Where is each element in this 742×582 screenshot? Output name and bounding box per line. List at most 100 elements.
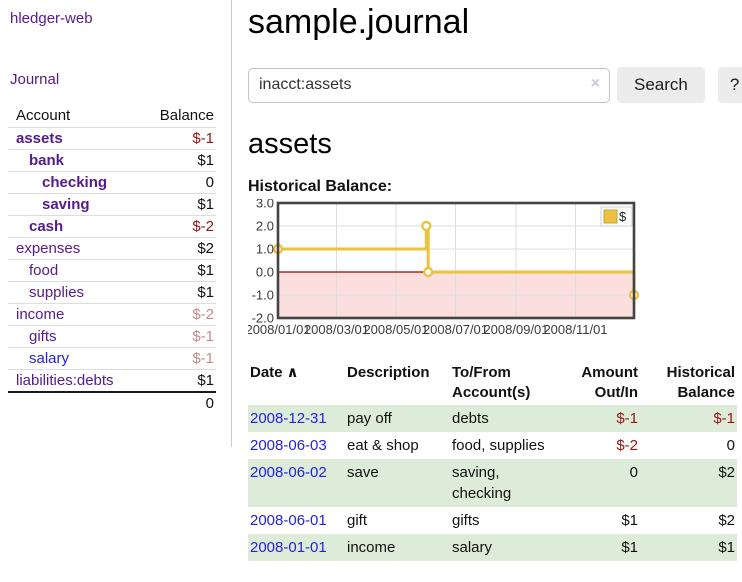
clear-search-icon[interactable]: × bbox=[590, 74, 600, 92]
account-row: bank $1 bbox=[8, 149, 216, 171]
register-row: 2008-06-02 save saving, checking 0 $2 bbox=[248, 459, 737, 507]
account-balance: $-2 bbox=[192, 305, 214, 323]
transaction-description: save bbox=[347, 464, 379, 481]
register-row: 2008-12-31 pay off debts $-1 $-1 bbox=[248, 405, 737, 432]
search-form: × Search ? bbox=[248, 67, 742, 103]
account-row: checking 0 bbox=[8, 171, 216, 193]
sort-ascending-icon: ∧ bbox=[286, 364, 299, 381]
register-header-date[interactable]: Date ∧ bbox=[250, 364, 299, 381]
transaction-balance: $-1 bbox=[713, 410, 735, 427]
svg-text:-2.0: -2.0 bbox=[252, 311, 274, 326]
svg-text:2008/05/01: 2008/05/01 bbox=[363, 322, 428, 337]
account-balance: $1 bbox=[197, 195, 214, 213]
svg-text:1.0: 1.0 bbox=[256, 242, 274, 257]
transaction-description: pay off bbox=[347, 410, 392, 427]
account-balance: $1 bbox=[197, 371, 214, 389]
account-balance: 0 bbox=[205, 173, 214, 191]
transaction-accounts: food, supplies bbox=[452, 437, 545, 454]
account-link[interactable]: food bbox=[29, 261, 59, 279]
svg-text:3.0: 3.0 bbox=[256, 199, 274, 211]
register-row: 2008-06-01 gift gifts $1 $2 bbox=[248, 507, 737, 534]
transaction-balance: $2 bbox=[718, 464, 735, 481]
svg-text:0.0: 0.0 bbox=[256, 265, 274, 280]
svg-text:-1.0: -1.0 bbox=[252, 288, 274, 303]
transaction-amount: $1 bbox=[621, 512, 638, 529]
svg-text:2008/09/01: 2008/09/01 bbox=[483, 322, 548, 337]
chart-title: Historical Balance: bbox=[248, 178, 393, 195]
account-balance: $-1 bbox=[192, 349, 214, 367]
transaction-balance: $1 bbox=[718, 539, 735, 556]
brand-link[interactable]: hledger-web bbox=[10, 10, 93, 27]
account-link[interactable]: assets bbox=[16, 129, 63, 147]
account-balance: $1 bbox=[197, 151, 214, 169]
historical-balance-chart: $3.0 2.0 1.0 0.0 -1.0 -2.0 2008/01/01 2008/03/0… bbox=[245, 196, 640, 347]
account-link[interactable]: saving bbox=[42, 195, 90, 213]
transaction-date-link[interactable]: 2008-01-01 bbox=[250, 539, 327, 556]
svg-text:2008/07/01: 2008/07/01 bbox=[423, 322, 488, 337]
page-title: sample.journal bbox=[248, 3, 470, 41]
transaction-date-link[interactable]: 2008-06-01 bbox=[250, 512, 327, 529]
register-table: Date ∧ Description To/From Account(s) Amou… bbox=[248, 361, 737, 561]
transaction-amount: $-1 bbox=[616, 410, 638, 427]
account-link[interactable]: gifts bbox=[29, 327, 57, 345]
sidebar-item-journal[interactable]: Journal bbox=[10, 71, 60, 88]
account-balance: $1 bbox=[197, 261, 214, 279]
account-row: gifts $-1 bbox=[8, 325, 216, 347]
register-header-balance: Historical Balance bbox=[666, 364, 735, 401]
account-row: food $1 bbox=[8, 259, 216, 281]
search-input-wrap: × bbox=[248, 67, 610, 103]
account-row: saving $1 bbox=[8, 193, 216, 215]
transaction-date: 2008-06-01 bbox=[248, 507, 345, 534]
account-balance: $2 bbox=[197, 239, 214, 257]
transaction-date: 2008-06-03 bbox=[248, 432, 345, 459]
search-input[interactable] bbox=[248, 67, 610, 103]
account-link[interactable]: bank bbox=[29, 151, 65, 169]
account-link[interactable]: cash bbox=[29, 217, 64, 235]
account-link[interactable]: liabilities:debts bbox=[16, 371, 114, 389]
svg-text:$: $ bbox=[619, 209, 627, 224]
accounts-table: Account Balance assets $-1 bank $1 checking 0… bbox=[8, 105, 216, 414]
transaction-date: 2008-06-02 bbox=[248, 459, 345, 507]
help-button[interactable]: ? bbox=[717, 67, 742, 103]
account-link[interactable]: salary bbox=[29, 349, 70, 367]
transaction-date: 2008-12-31 bbox=[248, 405, 345, 432]
account-link[interactable]: expenses bbox=[16, 239, 81, 257]
account-row: supplies $1 bbox=[8, 281, 216, 303]
search-button[interactable]: Search bbox=[617, 67, 705, 103]
accounts-total-spacer bbox=[8, 392, 143, 414]
accounts-header-balance: Balance bbox=[159, 107, 214, 125]
transaction-date-link[interactable]: 2008-06-02 bbox=[250, 464, 327, 481]
transaction-date-link[interactable]: 2008-12-31 bbox=[250, 410, 327, 427]
transaction-description: eat & shop bbox=[347, 437, 419, 454]
account-balance: $-1 bbox=[192, 327, 214, 345]
account-balance: $-1 bbox=[192, 129, 214, 147]
account-balance: $-2 bbox=[192, 217, 214, 235]
transaction-accounts: salary bbox=[452, 539, 493, 556]
transaction-description: gift bbox=[347, 512, 368, 529]
transaction-date-link[interactable]: 2008-06-03 bbox=[250, 437, 327, 454]
register-header-accounts: To/From Account(s) bbox=[452, 364, 531, 401]
accounts-header-row: Account Balance bbox=[8, 105, 216, 127]
transaction-amount: $1 bbox=[621, 539, 638, 556]
register-header-amount: Amount Out/In bbox=[581, 364, 638, 401]
app-window: hledger-web Journal Account Balance asse… bbox=[0, 0, 742, 561]
accounts-total-value: 0 bbox=[205, 394, 214, 412]
transaction-date: 2008-01-01 bbox=[248, 534, 345, 561]
svg-text:2008/03/01: 2008/03/01 bbox=[304, 322, 369, 337]
account-link[interactable]: income bbox=[16, 305, 65, 323]
account-row: salary $-1 bbox=[8, 347, 216, 369]
register-header-row: Date ∧ Description To/From Account(s) Amou… bbox=[248, 361, 737, 405]
transaction-amount: $-2 bbox=[616, 437, 638, 454]
account-link[interactable]: supplies bbox=[29, 283, 85, 301]
account-row: income $-2 bbox=[8, 303, 216, 325]
accounts-header-account: Account bbox=[16, 107, 71, 125]
account-link[interactable]: checking bbox=[42, 173, 108, 191]
transaction-description: income bbox=[347, 539, 396, 556]
svg-text:2008/01/01: 2008/01/01 bbox=[248, 322, 311, 337]
account-row: assets $-1 bbox=[8, 127, 216, 149]
account-balance: $1 bbox=[197, 283, 214, 301]
register-row: 2008-06-03 eat & shop food, supplies $-2 0 bbox=[248, 432, 737, 459]
account-heading: assets bbox=[248, 128, 332, 160]
sidebar: hledger-web Journal Account Balance asse… bbox=[0, 0, 232, 447]
svg-text:2008/11/01: 2008/11/01 bbox=[543, 322, 607, 337]
